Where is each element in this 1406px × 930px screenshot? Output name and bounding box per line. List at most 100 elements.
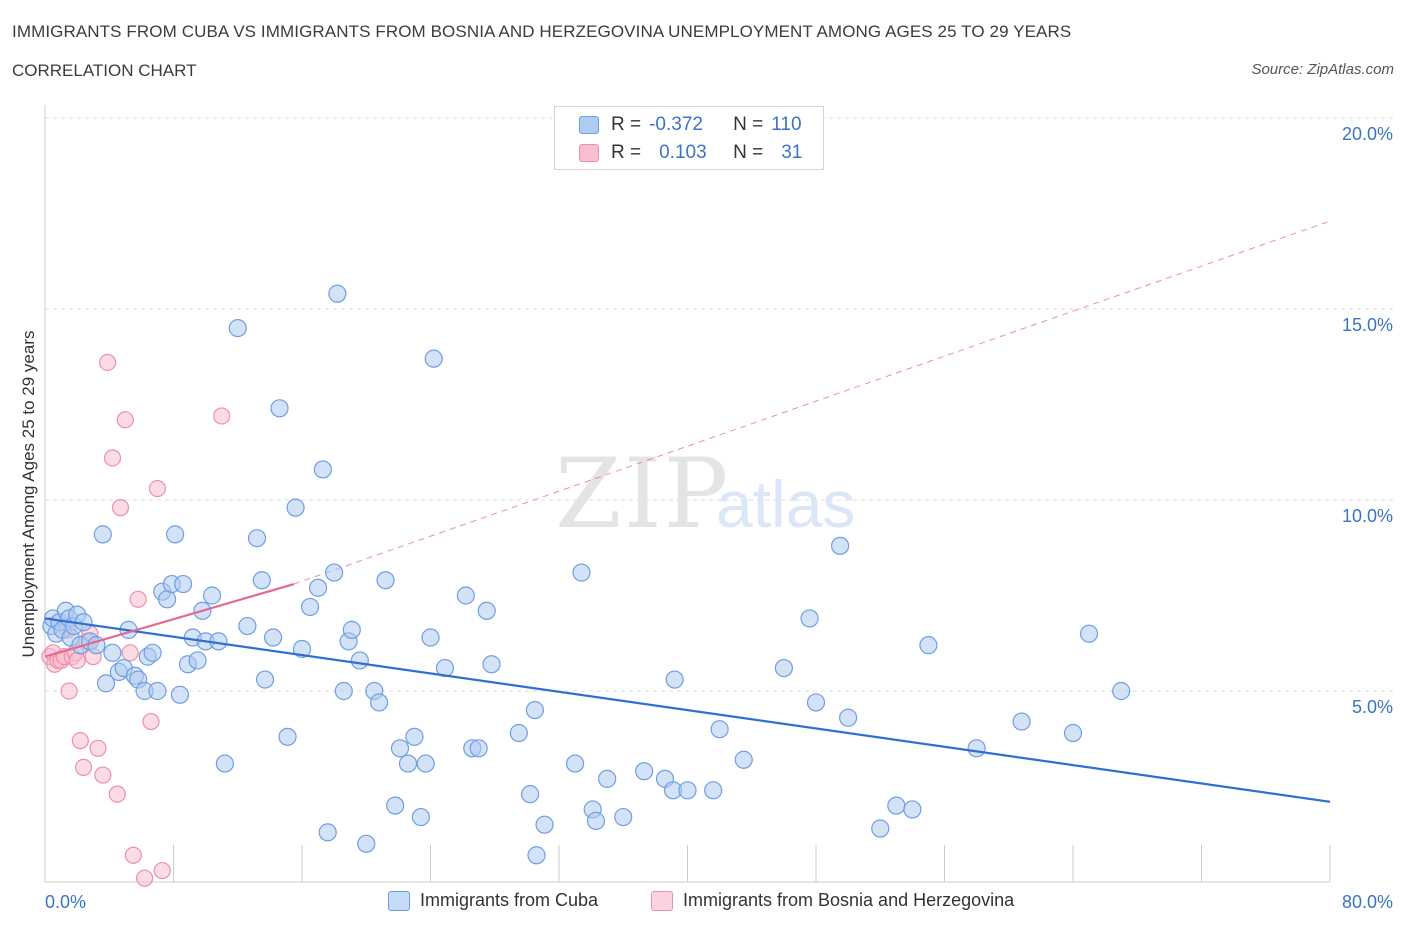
- cuba-point: [93, 525, 112, 544]
- bosnia-point: [99, 353, 117, 372]
- cuba-point: [228, 319, 247, 338]
- cuba-point: [376, 571, 395, 590]
- correlation-legend: R = -0.372 N = 110 R = 0.103 N = 31: [554, 106, 824, 170]
- bosnia-point: [213, 407, 231, 425]
- cuba-point: [1079, 624, 1099, 643]
- cuba-point: [292, 639, 312, 659]
- cuba-swatch: [579, 116, 599, 134]
- cuba-point: [386, 796, 405, 815]
- r-label: R =: [611, 114, 642, 135]
- cuba-point: [525, 700, 545, 720]
- cuba-point: [166, 525, 185, 544]
- cuba-point: [405, 727, 424, 746]
- cuba-point: [170, 685, 190, 704]
- cuba-point: [255, 670, 275, 689]
- cuba-point: [278, 727, 297, 746]
- legend-label-cuba: Immigrants from Cuba: [420, 890, 599, 910]
- cuba-point: [734, 750, 753, 769]
- cuba-point: [411, 807, 430, 827]
- cuba-point: [357, 834, 376, 853]
- series-legend: Immigrants from Cuba Immigrants from Bos…: [0, 890, 1406, 916]
- y-tick-label: 10.0%: [1342, 506, 1393, 526]
- cuba-point: [704, 781, 723, 800]
- bosnia-point: [111, 499, 130, 517]
- bosnia-point: [153, 861, 171, 880]
- cuba-point: [215, 754, 234, 773]
- cuba-point: [572, 563, 591, 582]
- cuba-point: [328, 284, 347, 303]
- legend-label-bosnia: Immigrants from Bosnia and Herzegovina: [683, 890, 1015, 910]
- bosnia-point: [74, 758, 93, 777]
- cuba-point: [318, 823, 337, 842]
- cuba-point: [308, 578, 328, 597]
- cuba-point: [678, 781, 697, 800]
- cuba-point: [143, 643, 162, 662]
- bosnia-point: [108, 785, 126, 803]
- chart-subtitle: CORRELATION CHART: [12, 61, 197, 80]
- cuba-point: [370, 693, 389, 712]
- cuba-trend-line: [44, 617, 1331, 803]
- cuba-point: [535, 815, 554, 834]
- cuba-point: [586, 811, 606, 830]
- cuba-point: [252, 571, 271, 590]
- cuba-point: [806, 693, 826, 712]
- cuba-point: [416, 754, 435, 773]
- watermark-zip: ZIP: [555, 438, 730, 550]
- legend-row-bosnia: R = 0.103 N = 31: [579, 141, 802, 165]
- cuba-point: [202, 586, 222, 605]
- cuba-point: [887, 796, 906, 815]
- cuba-point: [398, 754, 418, 773]
- cuba-point: [565, 754, 585, 773]
- cuba-point: [174, 574, 193, 594]
- cuba-point: [157, 590, 177, 609]
- bosnia-point: [68, 651, 86, 670]
- r-value: -0.372: [649, 114, 703, 135]
- bosnia-point: [121, 644, 139, 662]
- cuba-point: [1012, 712, 1031, 731]
- cuba-point: [919, 636, 938, 655]
- source-credit: Source: ZipAtlas.com: [1251, 61, 1394, 78]
- legend-row-cuba: R = -0.372 N = 110: [579, 113, 802, 137]
- legend-item-bosnia: Immigrants from Bosnia and Herzegovina: [651, 890, 1014, 911]
- cuba-point: [520, 785, 540, 804]
- cuba-point: [456, 586, 475, 605]
- cuba-points: [42, 284, 1131, 865]
- tick-labels: 5.0% 10.0% 15.0% 20.0% 0.0% 80.0%: [45, 124, 1393, 912]
- bosnia-point: [124, 846, 142, 864]
- cuba-point: [300, 597, 320, 617]
- y-tick-label: 15.0%: [1342, 315, 1393, 335]
- cuba-point: [598, 769, 617, 788]
- cuba-point: [1063, 723, 1083, 743]
- bosnia-point: [148, 479, 167, 498]
- n-value: 110: [771, 114, 802, 135]
- bosnia-trend-line: [44, 582, 295, 658]
- cuba-point: [334, 681, 353, 701]
- watermark: ZIP atlas: [555, 438, 855, 550]
- n-value: 31: [781, 142, 803, 163]
- cuba-point: [477, 601, 496, 620]
- cuba-point: [390, 739, 410, 758]
- cuba-point: [103, 643, 122, 662]
- cuba-point: [342, 620, 361, 639]
- bosnia-point: [94, 766, 112, 784]
- cuba-point: [903, 800, 922, 819]
- cuba-point: [247, 529, 267, 548]
- y-tick-label: 20.0%: [1342, 124, 1393, 144]
- x-tick-label: 0.0%: [45, 892, 86, 912]
- cuba-point: [967, 739, 986, 758]
- cuba-point: [148, 681, 167, 701]
- cuba-point: [325, 563, 344, 582]
- gridlines: [45, 117, 1395, 692]
- bosnia-point: [116, 411, 134, 429]
- n-label: N =: [733, 114, 764, 135]
- cuba-point: [424, 349, 443, 368]
- cuba-point: [270, 399, 289, 418]
- cuba-point: [238, 616, 257, 636]
- cuba-point: [635, 762, 654, 781]
- watermark-atlas: atlas: [716, 467, 855, 541]
- cuba-point: [313, 460, 332, 479]
- cuba-point: [188, 651, 207, 670]
- cuba-point: [800, 609, 819, 628]
- cuba-point: [286, 498, 305, 517]
- bosnia-point: [103, 449, 122, 467]
